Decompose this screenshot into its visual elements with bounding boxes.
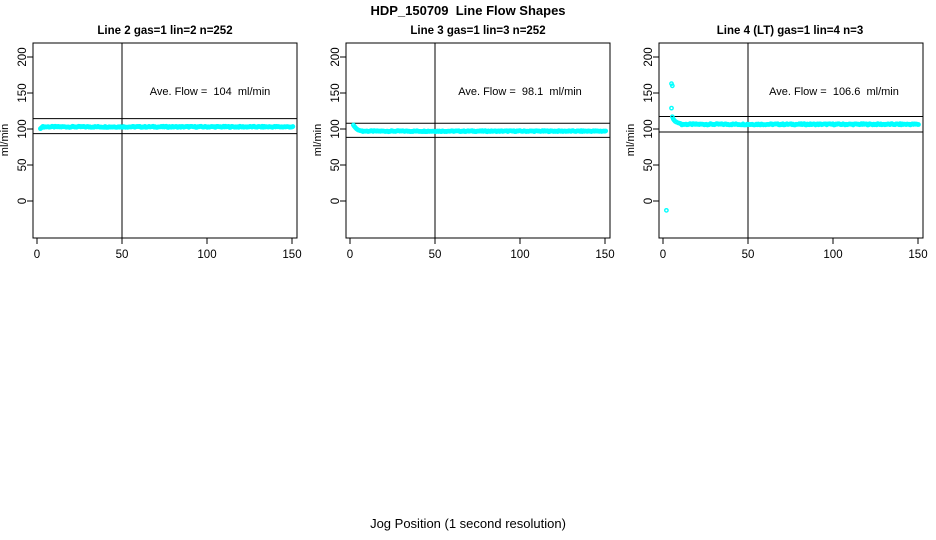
x-tick-label: 150 xyxy=(908,249,927,261)
x-tick-label: 50 xyxy=(429,249,442,261)
data-point xyxy=(603,128,609,134)
y-axis-label: ml/min xyxy=(625,124,637,156)
panel-3-ave-flow-annotation: Ave. Flow = 106.6 ml/min xyxy=(769,86,899,98)
y-tick-label: 50 xyxy=(17,159,29,172)
data-point xyxy=(669,105,674,111)
panel-1-ave-flow-annotation: Ave. Flow = 104 ml/min xyxy=(149,86,271,98)
panel-2-ave-flow-annotation: Ave. Flow = 98.1 ml/min xyxy=(458,86,582,98)
y-axis-label: ml/min xyxy=(0,124,11,156)
chart-title: HDP_150709 Line Flow Shapes xyxy=(370,3,566,18)
x-tick-label: 50 xyxy=(742,249,755,261)
y-axis-label: ml/min xyxy=(312,124,324,156)
y-tick-label: 150 xyxy=(330,83,342,102)
data-point xyxy=(916,122,921,127)
data-point xyxy=(669,83,675,89)
x-tick-label: 100 xyxy=(510,249,529,261)
y-tick-label: 0 xyxy=(330,198,342,204)
x-tick-label: 0 xyxy=(660,249,666,261)
x-tick-label: 0 xyxy=(34,249,40,261)
x-tick-label: 100 xyxy=(197,249,216,261)
x-tick-label: 150 xyxy=(595,249,614,261)
plot-box xyxy=(658,42,924,239)
y-tick-label: 100 xyxy=(643,119,655,138)
panel-1-title: Line 2 gas=1 lin=2 n=252 xyxy=(97,25,233,37)
y-tick-label: 50 xyxy=(330,159,342,172)
x-tick-label: 100 xyxy=(823,249,842,261)
y-tick-label: 0 xyxy=(643,198,655,204)
x-tick-label: 150 xyxy=(282,249,301,261)
y-tick-label: 100 xyxy=(17,119,29,138)
x-axis-label: Jog Position (1 second resolution) xyxy=(370,516,566,531)
y-tick-label: 150 xyxy=(17,83,29,102)
y-tick-label: 50 xyxy=(643,159,655,172)
panel-3-title: Line 4 (LT) gas=1 lin=4 n=3 xyxy=(716,25,864,37)
x-tick-label: 50 xyxy=(116,249,129,261)
data-point xyxy=(290,124,296,129)
plot-box xyxy=(32,42,298,239)
y-tick-label: 200 xyxy=(330,47,342,66)
plots-canvas: 0 50 100 150 0 50 100 150 200 ml/min 0 50 100 150 0 50 1… xyxy=(0,42,928,261)
data-point xyxy=(664,207,669,213)
y-tick-label: 0 xyxy=(17,198,29,204)
y-tick-label: 200 xyxy=(17,47,29,66)
x-tick-label: 0 xyxy=(347,249,353,261)
panel-2-plot: 0 50 100 150 0 50 100 150 200 ml/min xyxy=(312,42,615,261)
panel-2-title: Line 3 gas=1 lin=3 n=252 xyxy=(410,25,546,37)
y-tick-label: 100 xyxy=(330,119,342,138)
y-tick-label: 150 xyxy=(643,83,655,102)
plot-box xyxy=(345,42,611,239)
panel-3-plot: 0 50 100 150 0 50 100 150 200 ml/min xyxy=(625,42,928,261)
y-tick-label: 200 xyxy=(643,47,655,66)
panel-1-plot: 0 50 100 150 0 50 100 150 200 ml/min xyxy=(0,42,302,261)
